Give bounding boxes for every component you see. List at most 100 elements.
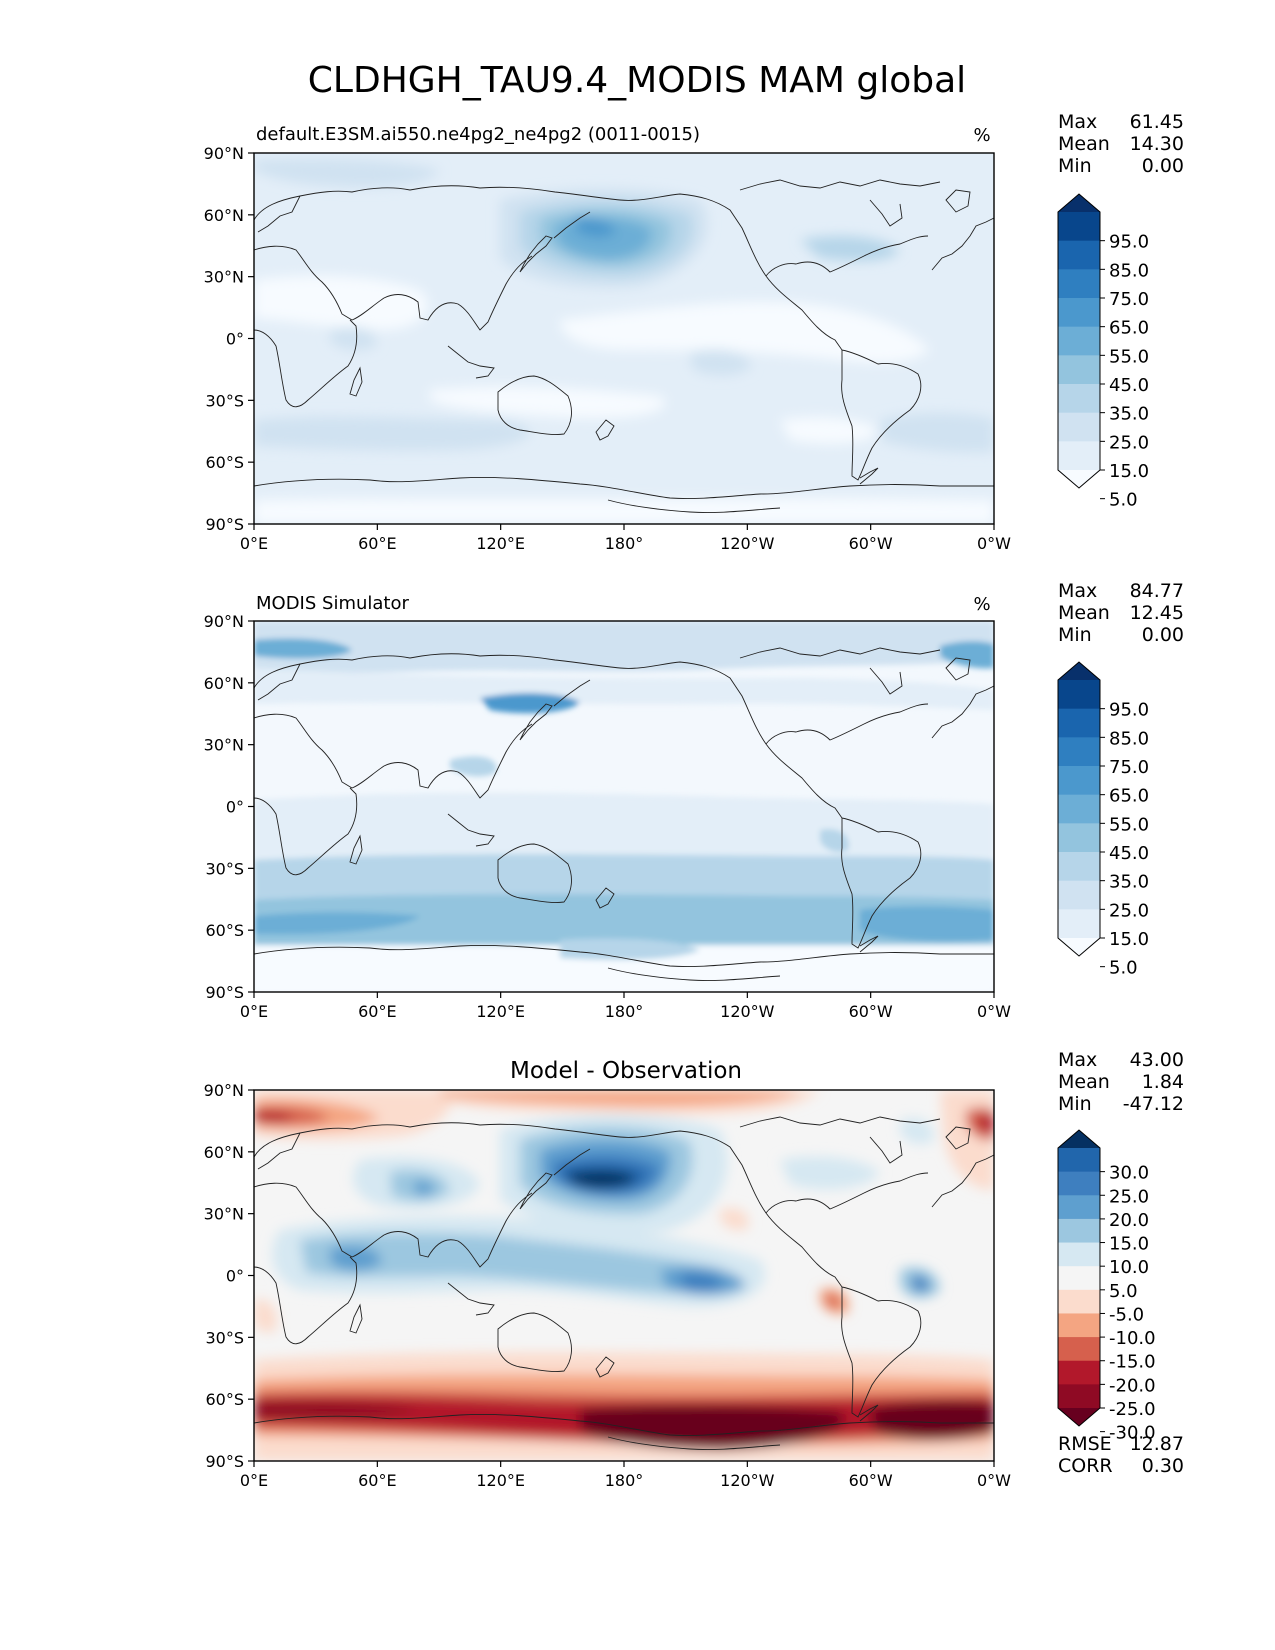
lon-tick-label: 0°E xyxy=(240,1002,268,1021)
colorbar-segment xyxy=(1058,852,1100,882)
axis-ticks-panel-2: 90°N 60°N 30°N 0° 30°S 60°S 90°S0°E 60°E 120°E 18… xyxy=(204,612,1012,1021)
lon-tick-label: 60°W xyxy=(849,1002,893,1021)
panel-obs-title: MODIS Simulator xyxy=(256,593,409,614)
stat-label: Min xyxy=(1058,624,1092,646)
colorbar-tick-label: 65.0 xyxy=(1109,318,1149,339)
colorbar-segment xyxy=(1058,412,1100,442)
stat-label: Max xyxy=(1058,111,1097,133)
colorbar-tick-label: 95.0 xyxy=(1109,232,1149,253)
lon-tick-label: 0°E xyxy=(240,1471,268,1490)
colorbar-extend-top xyxy=(1058,194,1100,212)
lon-tick-label: 60°E xyxy=(358,534,396,553)
colorbar-segment xyxy=(1058,1337,1100,1362)
lon-tick-label: 120°E xyxy=(476,534,525,553)
lat-tick-label: 30°N xyxy=(204,1205,244,1224)
colorbar-segment xyxy=(1058,880,1100,910)
lon-tick-label: 120°W xyxy=(720,534,775,553)
colorbar-segment xyxy=(1058,384,1100,414)
colorbar-tick-label: 75.0 xyxy=(1109,757,1149,778)
lat-tick-label: 60°N xyxy=(204,674,244,693)
stat-value: 0.00 xyxy=(1142,155,1184,177)
colorbar-segment xyxy=(1058,1148,1100,1173)
colorbar-segment xyxy=(1058,1195,1100,1220)
colorbar-segment xyxy=(1058,1171,1100,1196)
colorbar-tick-label: 30.0 xyxy=(1109,1163,1149,1184)
lat-tick-label: 90°N xyxy=(204,144,244,163)
figure-title: CLDHGH_TAU9.4_MODIS MAM global xyxy=(308,60,966,101)
colorbar-tick-label: -5.0 xyxy=(1109,1304,1144,1325)
lon-tick-label: 180° xyxy=(605,1002,644,1021)
stats-obs: Max 84.77 Mean 12.45 Min 0.00 xyxy=(1058,580,1184,646)
stat-label: CORR xyxy=(1058,1455,1113,1477)
lat-tick-label: 0° xyxy=(226,1267,244,1286)
colorbar-segment xyxy=(1058,1360,1100,1385)
colorbar-segment xyxy=(1058,708,1100,738)
colorbar-segment xyxy=(1058,1384,1100,1409)
lon-tick-label: 60°E xyxy=(358,1002,396,1021)
colorbar-tick-label: 15.0 xyxy=(1109,929,1149,950)
colorbar-model: 95.0 85.0 75.0 65.0 55.0 45.0 35.0 25.0 15.0 5.0 xyxy=(1057,193,1149,511)
colorbar-extend-bottom xyxy=(1058,1408,1100,1426)
colorbar-obs: 95.0 85.0 75.0 65.0 55.0 45.0 35.0 25.0 15.0 5.0 xyxy=(1057,661,1149,979)
colorbar-segment xyxy=(1058,766,1100,796)
colorbar-segment xyxy=(1058,326,1100,356)
lat-tick-label: 60°S xyxy=(205,1390,244,1409)
colorbar-tick-label: 5.0 xyxy=(1109,490,1138,511)
colorbar-tick-label: 15.0 xyxy=(1109,1234,1149,1255)
lat-tick-label: 0° xyxy=(226,330,244,349)
colorbar-segment xyxy=(1058,1266,1100,1291)
colorbar-tick-label: 15.0 xyxy=(1109,461,1149,482)
lat-tick-label: 60°N xyxy=(204,206,244,225)
stat-label: Min xyxy=(1058,155,1092,177)
colorbar-segment xyxy=(1058,909,1100,939)
panel-diff: Model - Observation xyxy=(253,1058,995,1462)
lon-tick-label: 120°W xyxy=(720,1471,775,1490)
colorbar-tick-label: -10.0 xyxy=(1109,1328,1156,1349)
stat-label: Min xyxy=(1058,1093,1092,1115)
colorbar-segment xyxy=(1058,1289,1100,1314)
colorbar-tick-label: 5.0 xyxy=(1109,958,1138,979)
colorbar-tick-label: 25.0 xyxy=(1109,1186,1149,1207)
lat-tick-label: 90°N xyxy=(204,612,244,631)
colorbar-segment xyxy=(1058,240,1100,270)
stat-value: 0.30 xyxy=(1142,1455,1184,1477)
colorbar-tick-label: 20.0 xyxy=(1109,1210,1149,1231)
stat-value: 12.87 xyxy=(1130,1433,1184,1455)
obs-map-field xyxy=(254,621,994,992)
colorbar-tick-label: 55.0 xyxy=(1109,814,1149,835)
colorbar-segment xyxy=(1058,298,1100,328)
lat-tick-label: 90°S xyxy=(205,983,244,1002)
colorbar-tick-label: 45.0 xyxy=(1109,375,1149,396)
colorbar-segment xyxy=(1058,1218,1100,1244)
extra-stats-diff: RMSE 12.87 CORR 0.30 xyxy=(1058,1433,1184,1477)
lat-tick-label: 30°N xyxy=(204,268,244,287)
lat-tick-label: 30°S xyxy=(205,391,244,410)
lon-tick-label: 0°E xyxy=(240,534,268,553)
colorbar-extend-bottom xyxy=(1058,470,1100,488)
panel-model-title: default.E3SM.ai550.ne4pg2_ne4pg2 (0011-0… xyxy=(256,124,700,145)
stat-value: 0.00 xyxy=(1142,624,1184,646)
colorbar-tick-label: 25.0 xyxy=(1109,900,1149,921)
stat-value: 43.00 xyxy=(1130,1049,1184,1071)
stat-value: -47.12 xyxy=(1123,1093,1184,1115)
lon-tick-label: 0°W xyxy=(977,1002,1011,1021)
stat-value: 1.84 xyxy=(1142,1071,1184,1093)
lon-tick-label: 60°W xyxy=(849,534,893,553)
lon-tick-label: 0°W xyxy=(977,534,1011,553)
colorbar-tick-label: 45.0 xyxy=(1109,843,1149,864)
stats-diff: Max 43.00 Mean 1.84 Min -47.12 xyxy=(1058,1049,1184,1115)
colorbar-tick-label: 85.0 xyxy=(1109,260,1149,281)
lat-tick-label: 60°N xyxy=(204,1143,244,1162)
colorbar-tick-label: 35.0 xyxy=(1109,872,1149,893)
colorbar-extend-bottom xyxy=(1058,938,1100,956)
colorbar-extend-top xyxy=(1058,662,1100,680)
lat-tick-label: 30°N xyxy=(204,736,244,755)
colorbar-segment xyxy=(1058,1242,1100,1267)
lon-tick-label: 60°E xyxy=(358,1471,396,1490)
colorbar-tick-label: 10.0 xyxy=(1109,1257,1149,1278)
lon-tick-label: 60°W xyxy=(849,1471,893,1490)
colorbar-tick-label: -20.0 xyxy=(1109,1375,1156,1396)
colorbar-diff: 30.025.0 20.0 15.010.0 5.0-5.0 -10.0 -15.0-20… xyxy=(1057,1129,1156,1444)
axis-ticks-panel-1: 90°N 60°N 30°N 0° 30°S 60°S 90°S0°E 60°E 120°E 18… xyxy=(204,144,1012,553)
stat-value: 61.45 xyxy=(1130,111,1184,133)
